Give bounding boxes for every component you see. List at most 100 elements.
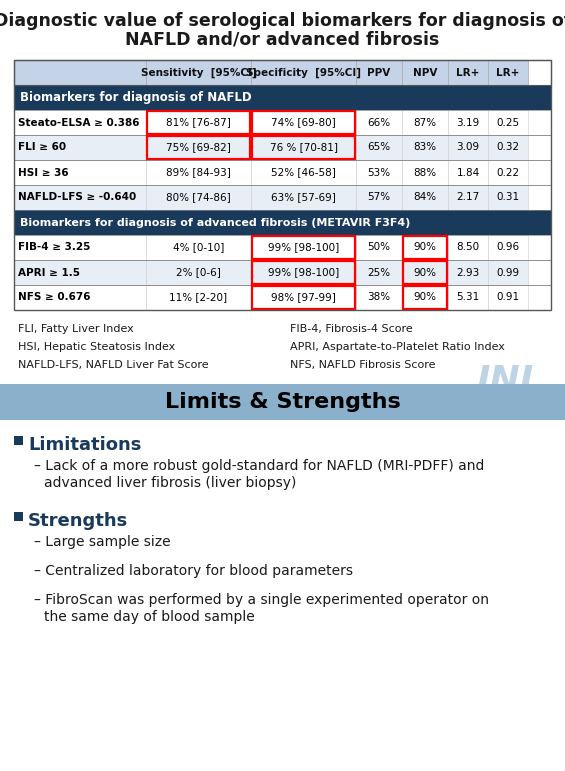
Bar <box>14 110 551 135</box>
Text: 2.93: 2.93 <box>457 268 480 278</box>
Bar <box>14 512 23 521</box>
Text: 2.17: 2.17 <box>457 193 480 203</box>
Text: 81% [76-87]: 81% [76-87] <box>166 117 231 127</box>
Text: 76 % [70-81]: 76 % [70-81] <box>270 143 337 153</box>
Bar <box>147 111 250 134</box>
Text: 0.96: 0.96 <box>497 243 520 252</box>
Bar <box>356 110 402 135</box>
Bar <box>356 135 402 160</box>
Text: NFS, NAFLD Fibrosis Score: NFS, NAFLD Fibrosis Score <box>290 360 436 370</box>
Bar <box>14 160 551 185</box>
Bar <box>14 285 146 310</box>
Text: NAFLD-LFS, NAFLD Liver Fat Score: NAFLD-LFS, NAFLD Liver Fat Score <box>18 360 208 370</box>
Bar <box>14 135 551 160</box>
Bar <box>448 60 488 85</box>
Text: 65%: 65% <box>367 143 390 153</box>
Text: FLI, Fatty Liver Index: FLI, Fatty Liver Index <box>18 324 134 334</box>
Bar <box>251 160 356 185</box>
Text: APRI, Aspartate-to-Platelet Ratio Index: APRI, Aspartate-to-Platelet Ratio Index <box>290 342 505 352</box>
Bar <box>14 85 551 110</box>
Text: 50%: 50% <box>367 243 390 252</box>
Bar <box>488 110 528 135</box>
Bar <box>488 285 528 310</box>
Bar <box>356 260 402 285</box>
Bar <box>14 260 551 285</box>
Bar <box>252 261 355 284</box>
Bar <box>251 60 356 85</box>
Bar <box>252 236 355 259</box>
Text: 80% [74-86]: 80% [74-86] <box>166 193 231 203</box>
Text: 0.99: 0.99 <box>497 268 520 278</box>
Text: advanced liver fibrosis (liver biopsy): advanced liver fibrosis (liver biopsy) <box>44 476 297 490</box>
Bar <box>448 110 488 135</box>
Bar <box>14 235 551 260</box>
Text: 53%: 53% <box>367 167 390 177</box>
Bar <box>146 110 251 135</box>
Text: 74% [69-80]: 74% [69-80] <box>271 117 336 127</box>
Bar <box>146 135 251 160</box>
Text: 3.09: 3.09 <box>457 143 480 153</box>
Bar <box>251 135 356 160</box>
Bar <box>14 436 23 445</box>
Bar <box>14 260 146 285</box>
Bar <box>356 185 402 210</box>
Text: 1.84: 1.84 <box>457 167 480 177</box>
Text: Steato-ELSA ≥ 0.386: Steato-ELSA ≥ 0.386 <box>18 117 140 127</box>
Bar <box>14 185 551 210</box>
Bar <box>488 135 528 160</box>
Text: 0.32: 0.32 <box>497 143 520 153</box>
Bar <box>403 236 447 259</box>
Bar <box>356 60 402 85</box>
Text: Biomarkers for diagnosis of advanced fibrosis (METAVIR F3F4): Biomarkers for diagnosis of advanced fib… <box>20 217 410 227</box>
Bar <box>252 136 355 159</box>
Text: 2% [0-6]: 2% [0-6] <box>176 268 221 278</box>
Text: 25%: 25% <box>367 268 390 278</box>
Bar <box>14 160 146 185</box>
Bar <box>402 235 448 260</box>
Text: 90%: 90% <box>414 268 437 278</box>
Text: – Lack of a more robust gold-standard for NAFLD (MRI-PDFF) and: – Lack of a more robust gold-standard fo… <box>34 459 484 473</box>
Text: NAFLD and/or advanced fibrosis: NAFLD and/or advanced fibrosis <box>125 30 440 48</box>
Text: 0.31: 0.31 <box>497 193 520 203</box>
Bar <box>488 260 528 285</box>
Text: 8.50: 8.50 <box>457 243 480 252</box>
Bar <box>14 235 146 260</box>
Text: 89% [84-93]: 89% [84-93] <box>166 167 231 177</box>
Bar <box>14 185 146 210</box>
Bar <box>252 111 355 134</box>
Bar <box>488 60 528 85</box>
Text: Limits & Strengths: Limits & Strengths <box>164 392 401 412</box>
Text: Specificity  [95%CI]: Specificity [95%CI] <box>246 67 361 78</box>
Text: 99% [98-100]: 99% [98-100] <box>268 268 339 278</box>
Bar <box>252 286 355 309</box>
Bar <box>14 285 551 310</box>
Text: Limitations: Limitations <box>28 436 141 454</box>
Text: 11% [2-20]: 11% [2-20] <box>170 292 228 302</box>
Bar <box>448 135 488 160</box>
Bar <box>488 235 528 260</box>
Bar <box>448 160 488 185</box>
Bar <box>146 60 251 85</box>
Text: 98% [97-99]: 98% [97-99] <box>271 292 336 302</box>
Text: 90%: 90% <box>414 243 437 252</box>
Text: Sensitivity  [95%CI]: Sensitivity [95%CI] <box>141 67 257 78</box>
Text: Biomarkers for diagnosis of NAFLD: Biomarkers for diagnosis of NAFLD <box>20 91 251 104</box>
Text: HSI, Hepatic Steatosis Index: HSI, Hepatic Steatosis Index <box>18 342 175 352</box>
Text: – Centralized laboratory for blood parameters: – Centralized laboratory for blood param… <box>34 564 353 578</box>
Bar <box>403 286 447 309</box>
Text: PPV: PPV <box>367 68 390 78</box>
Text: FIB-4 ≥ 3.25: FIB-4 ≥ 3.25 <box>18 243 90 252</box>
Text: NAFLD-LFS ≥ -0.640: NAFLD-LFS ≥ -0.640 <box>18 193 136 203</box>
Bar <box>251 285 356 310</box>
Text: LR+: LR+ <box>457 68 480 78</box>
Text: 99% [98-100]: 99% [98-100] <box>268 243 339 252</box>
Bar <box>0 384 565 420</box>
Text: 38%: 38% <box>367 292 390 302</box>
Bar <box>402 160 448 185</box>
Bar <box>488 185 528 210</box>
Text: FLI ≥ 60: FLI ≥ 60 <box>18 143 66 153</box>
Text: 63% [57-69]: 63% [57-69] <box>271 193 336 203</box>
Bar <box>356 235 402 260</box>
Text: 0.91: 0.91 <box>497 292 520 302</box>
Text: – FibroScan was performed by a single experimented operator on: – FibroScan was performed by a single ex… <box>34 593 489 607</box>
